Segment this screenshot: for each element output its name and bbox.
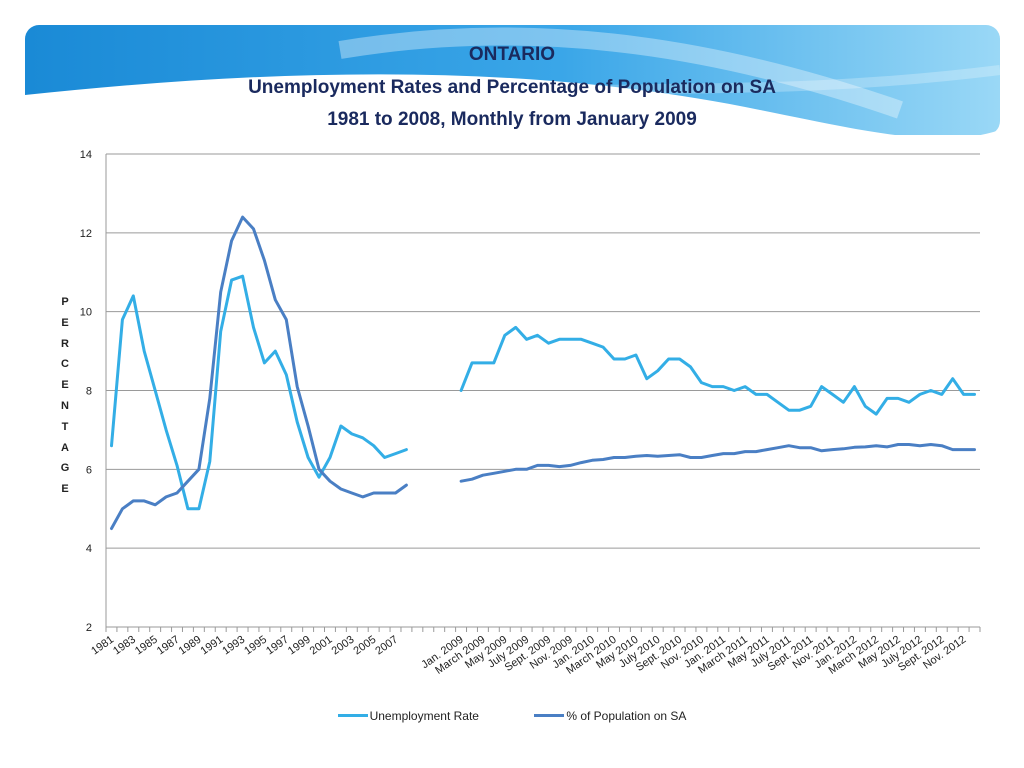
y-axis-label-letter: E [61, 483, 69, 496]
y-axis-label-letter: N [61, 399, 69, 412]
y-axis-label-letter: E [61, 316, 69, 329]
y-axis-label-letter: T [61, 420, 69, 433]
y-tick-label: 10 [80, 307, 92, 319]
x-tick-label: 1981 [89, 634, 116, 658]
x-tick-label: 1985 [133, 634, 160, 658]
chart-title-line-2: Unemployment Rates and Percentage of Pop… [248, 77, 776, 98]
y-tick-label: 2 [86, 622, 92, 634]
x-tick-label: 1987 [155, 634, 182, 658]
x-tick-label: 2007 [373, 634, 400, 658]
x-tick-label: 1997 [264, 634, 291, 658]
legend-swatch-unemployment [337, 714, 368, 717]
y-axis-label-letter: C [61, 358, 69, 371]
legend-label-sa: % of Population on SA [566, 708, 687, 723]
x-tick-label: 1991 [198, 634, 225, 658]
y-tick-label: 12 [80, 228, 92, 240]
sa-population-line [110, 215, 408, 530]
y-axis-label-letter: G [60, 462, 70, 475]
x-tick-label: 1999 [286, 634, 313, 658]
x-tick-label: 1989 [177, 634, 204, 658]
y-tick-label: 6 [86, 464, 92, 476]
x-tick-label: 1995 [242, 634, 269, 658]
y-tick-label: 4 [86, 543, 92, 555]
legend-item-unemployment: Unemployment Rate [337, 708, 479, 723]
x-tick-label: 2001 [308, 634, 335, 658]
legend: Unemployment Rate % of Population on SA [0, 706, 1024, 723]
y-axis-label-letter: R [61, 337, 69, 350]
y-axis-label-letter: E [61, 379, 69, 392]
y-tick-label: 14 [80, 149, 92, 161]
legend-label-unemployment: Unemployment Rate [369, 708, 479, 723]
x-tick-label: 2003 [330, 634, 357, 658]
header-banner [25, 25, 1001, 160]
chart-title-line-3: 1981 to 2008, Monthly from January 2009 [327, 109, 697, 130]
unemployment-rate-line [110, 274, 408, 511]
x-tick-label: 1993 [220, 634, 247, 658]
x-tick-label: 1983 [111, 634, 138, 658]
legend-swatch-sa [534, 714, 565, 717]
legend-item-sa: % of Population on SA [534, 709, 686, 723]
y-axis-label-letter: A [61, 441, 69, 454]
y-axis-label-letter: P [61, 296, 69, 308]
y-tick-label: 8 [86, 386, 92, 398]
chart-title-line-1: ONTARIO [468, 44, 556, 65]
unemployment-rate-line [459, 325, 976, 416]
sa-population-line [459, 443, 976, 483]
x-tick-label: 2005 [351, 634, 378, 658]
